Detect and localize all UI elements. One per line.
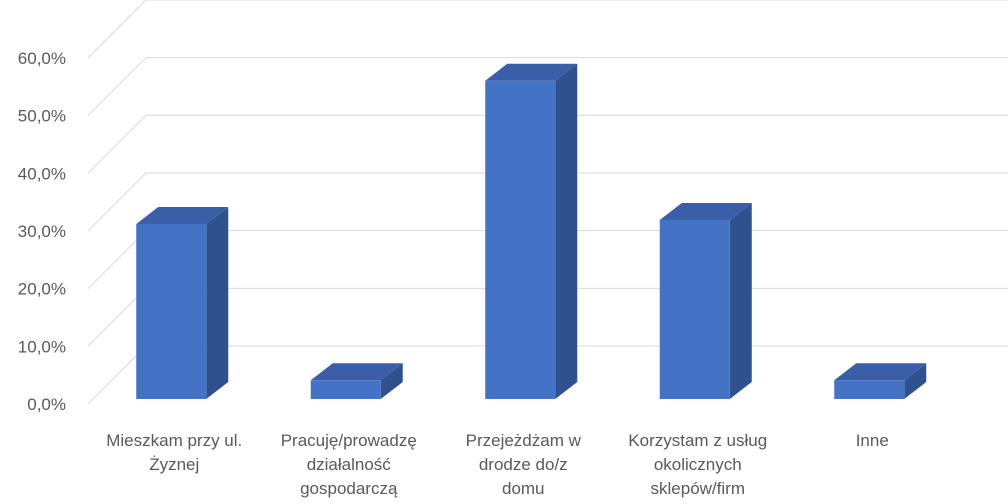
gridline-side (87, 172, 147, 232)
bar (485, 80, 556, 399)
bar-top (485, 63, 578, 81)
bar-top (310, 363, 403, 381)
bar-side (380, 363, 403, 399)
y-tick-label: 40,0% (18, 164, 66, 183)
bar (136, 223, 207, 399)
bar-side (555, 63, 578, 399)
y-tick-label: 60,0% (18, 49, 66, 68)
gridline-side (87, 57, 147, 117)
bar-top (834, 363, 927, 381)
x-category-label: Korzystam z usług okolicznych sklepów/firm (628, 431, 767, 498)
y-tick-label: 0,0% (27, 395, 66, 414)
bar-side (904, 363, 927, 399)
x-category-label: Przejeżdżam w drodze do/z domu (466, 431, 582, 498)
bar (310, 380, 381, 399)
bar (834, 380, 905, 399)
gridline-side (87, 0, 147, 59)
x-category-label: Pracuję/prowadzę działalność gospodarczą (281, 431, 417, 498)
y-tick-label: 50,0% (18, 107, 66, 126)
x-category-label: Mieszkam przy ul. Żyznej (106, 431, 242, 474)
bar (659, 219, 730, 399)
y-tick-label: 30,0% (18, 222, 66, 241)
x-category-label: Inne (856, 431, 889, 450)
bar-top (659, 202, 752, 220)
y-tick-label: 10,0% (18, 337, 66, 356)
bar-side (729, 202, 752, 399)
y-tick-label: 20,0% (18, 280, 66, 299)
bar-side (206, 206, 229, 399)
bar-top (136, 206, 229, 224)
gridline-side (87, 114, 147, 174)
